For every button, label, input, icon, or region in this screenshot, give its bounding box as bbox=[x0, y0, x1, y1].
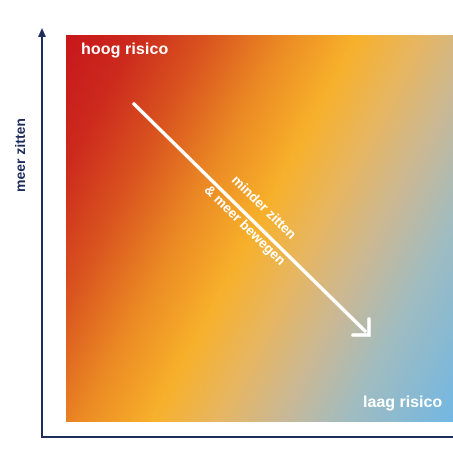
high-risk-label: hoog risico bbox=[81, 41, 169, 58]
low-risk-label: laag risico bbox=[363, 394, 443, 411]
trend-arrow-shaft bbox=[132, 102, 367, 333]
trend-arrow-head bbox=[351, 317, 371, 337]
y-axis-arrowhead bbox=[38, 28, 46, 37]
